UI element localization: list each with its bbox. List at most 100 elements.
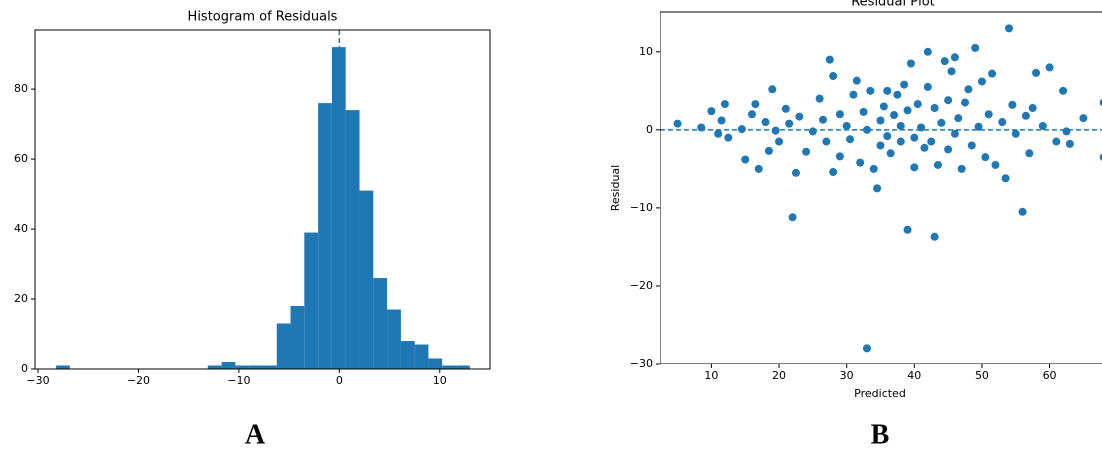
y-tick-label: −10 (630, 201, 653, 214)
point (974, 122, 983, 131)
point (673, 119, 682, 128)
point (822, 137, 831, 146)
point (927, 137, 936, 146)
bar (400, 341, 415, 369)
bar (373, 278, 388, 369)
point (967, 141, 976, 150)
point (849, 90, 858, 99)
bar (249, 365, 263, 369)
bar (442, 365, 457, 369)
x-tick-label: 20 (772, 369, 786, 382)
point (720, 100, 729, 109)
point (954, 114, 963, 123)
point (1099, 153, 1102, 161)
point (977, 77, 986, 86)
bar (221, 362, 236, 369)
x-tick-label: 10 (704, 369, 718, 382)
point (697, 123, 706, 132)
point (724, 133, 733, 142)
point (991, 160, 1000, 169)
point (754, 164, 763, 173)
point (876, 116, 885, 125)
point (761, 118, 770, 127)
point (896, 137, 905, 146)
point (795, 112, 804, 121)
bar (428, 358, 443, 369)
x-tick-label: −20 (127, 374, 150, 387)
point (930, 104, 939, 112)
axes-frame (660, 11, 1102, 364)
point (961, 98, 970, 107)
chart (660, 11, 1102, 364)
bar (414, 344, 429, 369)
point (1004, 24, 1013, 33)
point (835, 152, 844, 161)
chart: −30 −20 −10 0 10 0 20 40 60 80 (14, 29, 491, 387)
point (930, 232, 939, 241)
y-tick-label: 80 (14, 82, 28, 95)
point (862, 125, 871, 134)
point (984, 110, 993, 119)
y-tick-label: 60 (14, 152, 28, 165)
point (923, 82, 932, 91)
point (900, 80, 909, 89)
point (869, 164, 878, 173)
point (862, 344, 871, 353)
bar (276, 323, 291, 369)
point (923, 47, 932, 56)
point (788, 213, 797, 222)
x-tick-label: 10 (433, 374, 447, 387)
bar (318, 103, 332, 369)
x-tick-label: −10 (227, 374, 250, 387)
chart-title: Histogram of Residuals (188, 10, 338, 25)
point (883, 132, 892, 141)
point (751, 100, 760, 109)
point (859, 107, 868, 116)
point (950, 129, 959, 138)
y-tick-label: −20 (630, 279, 653, 292)
point (829, 72, 838, 80)
y-axis-label: Residual (609, 165, 622, 211)
point (883, 86, 892, 95)
point (852, 76, 861, 85)
bar (262, 365, 277, 369)
point (1079, 114, 1088, 123)
point (920, 143, 929, 152)
x-tick-label: −30 (26, 374, 49, 387)
point (886, 149, 895, 158)
point (781, 104, 790, 113)
point (1018, 207, 1027, 216)
axes-frame (34, 29, 491, 370)
x-tick-label: 50 (975, 369, 989, 382)
point (910, 133, 919, 142)
point (1032, 68, 1041, 77)
point (1065, 139, 1074, 148)
y-tick-label: −30 (630, 357, 653, 370)
point (747, 110, 756, 119)
point (1028, 104, 1037, 112)
x-tick-label: 40 (907, 369, 921, 382)
bar (359, 190, 374, 369)
point (950, 53, 959, 62)
panel-label: B (871, 419, 890, 450)
point (937, 118, 946, 127)
point (917, 123, 926, 132)
y-tick-label: 0 (646, 123, 653, 136)
point (944, 145, 953, 154)
point (1008, 100, 1017, 109)
point (1052, 137, 1061, 146)
bar (56, 365, 70, 369)
point (775, 137, 784, 146)
point (825, 55, 834, 64)
point (771, 126, 780, 135)
y-tick-label: 0 (21, 362, 28, 375)
point (1011, 129, 1020, 138)
point (856, 158, 865, 167)
point (890, 111, 899, 120)
point (829, 168, 838, 176)
point (1001, 174, 1010, 183)
bar (235, 365, 250, 369)
point (903, 225, 912, 234)
point (818, 115, 827, 124)
